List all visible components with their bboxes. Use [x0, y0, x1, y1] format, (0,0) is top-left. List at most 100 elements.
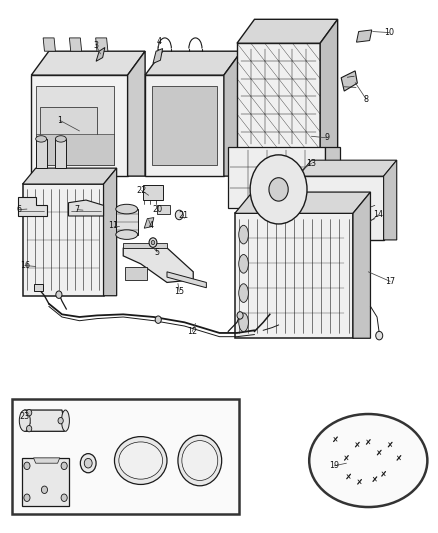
Polygon shape [22, 168, 117, 184]
Polygon shape [234, 192, 370, 213]
Polygon shape [31, 75, 127, 176]
Circle shape [375, 332, 382, 340]
Text: 1: 1 [57, 116, 62, 125]
Polygon shape [31, 51, 145, 75]
Polygon shape [127, 51, 145, 176]
Polygon shape [297, 176, 383, 240]
Circle shape [26, 409, 32, 416]
Ellipse shape [19, 410, 30, 431]
Circle shape [56, 291, 62, 298]
Text: 17: 17 [384, 277, 394, 286]
Polygon shape [95, 38, 108, 51]
Polygon shape [68, 200, 103, 216]
Text: 23: 23 [20, 412, 30, 421]
Text: 8: 8 [363, 94, 368, 103]
Text: 11: 11 [108, 221, 118, 230]
Polygon shape [247, 229, 308, 237]
Polygon shape [324, 147, 339, 208]
Ellipse shape [177, 435, 221, 486]
Circle shape [80, 454, 96, 473]
Polygon shape [33, 458, 60, 463]
Polygon shape [234, 213, 352, 338]
Polygon shape [237, 19, 337, 43]
Text: 6: 6 [17, 205, 21, 214]
Bar [143, 185, 162, 200]
Ellipse shape [114, 437, 166, 484]
Ellipse shape [116, 204, 138, 214]
Text: 20: 20 [152, 205, 162, 214]
Bar [33, 284, 43, 292]
Polygon shape [145, 75, 223, 176]
Text: 21: 21 [178, 211, 188, 220]
Polygon shape [123, 248, 193, 282]
Ellipse shape [238, 284, 248, 302]
Text: 4: 4 [156, 37, 161, 46]
Circle shape [24, 494, 30, 502]
Text: 5: 5 [155, 248, 159, 257]
Polygon shape [40, 107, 97, 155]
Ellipse shape [61, 410, 69, 431]
Circle shape [237, 312, 243, 319]
Text: 14: 14 [372, 211, 382, 220]
Polygon shape [297, 160, 396, 176]
Ellipse shape [308, 414, 426, 507]
Text: 15: 15 [174, 287, 184, 296]
Polygon shape [144, 217, 153, 228]
Bar [55, 139, 66, 168]
Polygon shape [35, 86, 114, 165]
Text: 16: 16 [20, 261, 30, 270]
Ellipse shape [55, 136, 66, 142]
Bar [35, 139, 46, 168]
Polygon shape [22, 184, 103, 296]
Ellipse shape [35, 136, 46, 142]
Bar [157, 205, 170, 214]
Polygon shape [18, 197, 46, 216]
Ellipse shape [238, 255, 248, 273]
Polygon shape [166, 272, 206, 288]
Text: 10: 10 [383, 28, 393, 37]
Circle shape [155, 316, 161, 324]
Polygon shape [152, 49, 162, 63]
Circle shape [24, 462, 30, 470]
Polygon shape [35, 134, 114, 165]
Circle shape [26, 425, 32, 432]
Polygon shape [383, 160, 396, 240]
Circle shape [61, 462, 67, 470]
Bar [12, 399, 239, 514]
Polygon shape [23, 410, 65, 431]
Polygon shape [145, 51, 241, 75]
Text: 19: 19 [328, 462, 339, 470]
Circle shape [61, 494, 67, 502]
Circle shape [175, 210, 183, 220]
Ellipse shape [238, 225, 248, 244]
Text: 9: 9 [323, 133, 328, 142]
Ellipse shape [238, 313, 248, 332]
Ellipse shape [181, 441, 217, 480]
Circle shape [41, 486, 47, 494]
Text: 22: 22 [136, 186, 146, 195]
Circle shape [151, 240, 154, 245]
Polygon shape [43, 38, 55, 51]
Polygon shape [21, 458, 68, 506]
Polygon shape [96, 47, 105, 61]
Polygon shape [151, 86, 217, 165]
Bar [116, 209, 138, 235]
Polygon shape [123, 243, 166, 248]
Circle shape [149, 238, 156, 247]
Polygon shape [319, 19, 337, 150]
Polygon shape [228, 147, 324, 208]
Bar [125, 266, 147, 280]
Circle shape [268, 177, 288, 201]
Polygon shape [223, 51, 241, 176]
Circle shape [58, 417, 63, 424]
Polygon shape [237, 43, 319, 150]
Text: 4: 4 [148, 221, 153, 230]
Ellipse shape [116, 230, 138, 239]
Polygon shape [103, 168, 117, 296]
Text: 12: 12 [187, 327, 197, 336]
Text: 7: 7 [74, 205, 80, 214]
Text: 13: 13 [306, 159, 316, 168]
Polygon shape [352, 192, 370, 338]
Ellipse shape [119, 442, 162, 479]
Circle shape [84, 458, 92, 468]
